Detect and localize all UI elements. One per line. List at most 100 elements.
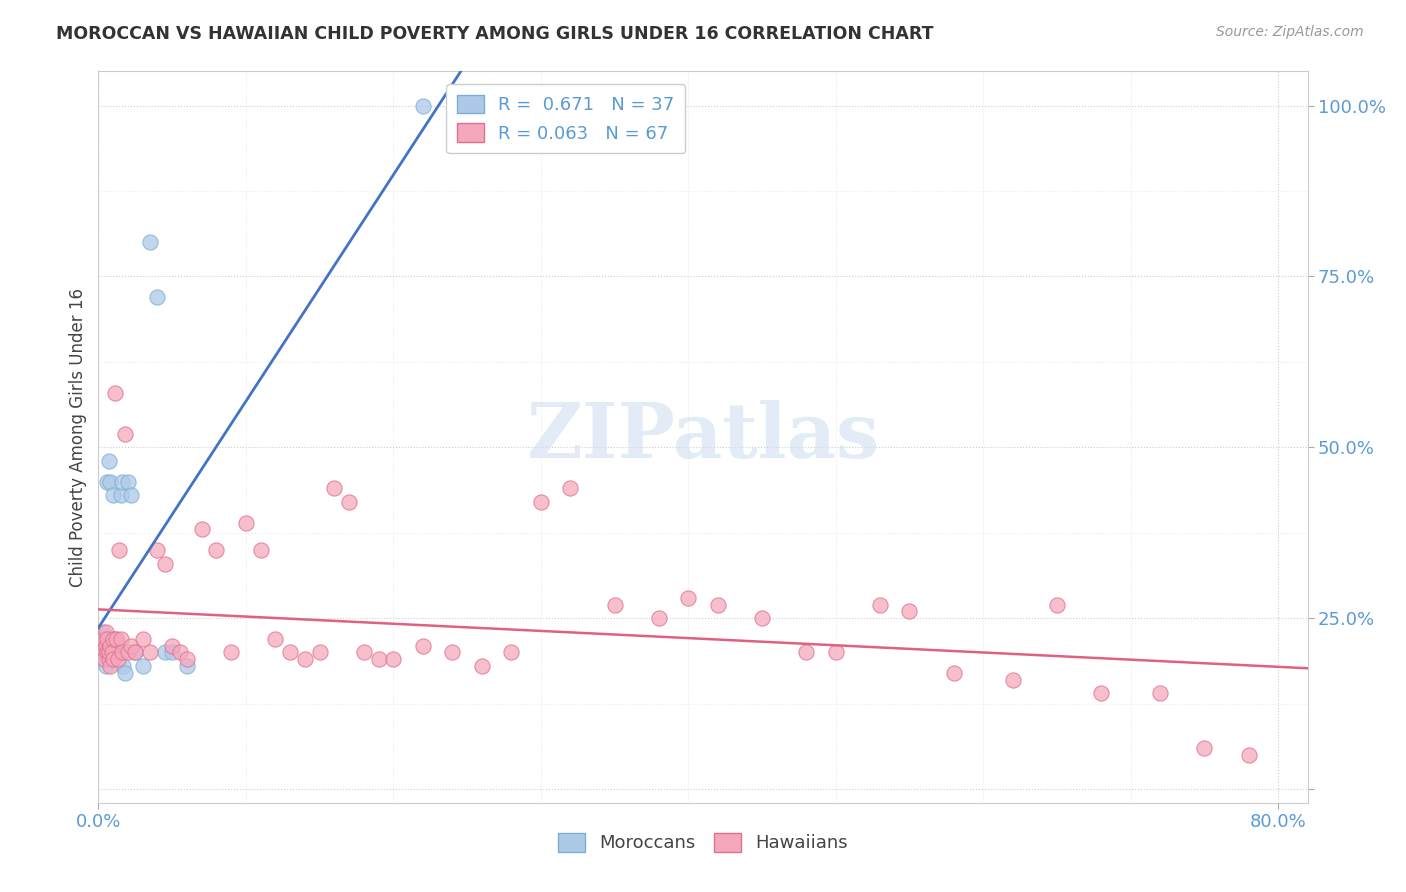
Point [96,632,118,646]
Point [146,542,169,557]
Point [190,522,212,536]
Point [90,645,112,659]
Text: ZIPatlas: ZIPatlas [526,401,880,474]
Point [278,645,301,659]
Point [90,632,112,646]
Point [104,385,127,400]
Point [169,645,191,659]
Point [96,645,118,659]
Legend: Moroccans, Hawaiians: Moroccans, Hawaiians [551,826,855,860]
Point [100,652,122,666]
Point [107,652,129,666]
Point [898,604,921,618]
Point [96,645,118,659]
Point [337,495,360,509]
Point [131,632,153,646]
Point [120,488,142,502]
Point [110,488,132,502]
Point [93,639,115,653]
Point [560,481,582,495]
Point [97,645,120,659]
Point [112,659,135,673]
Point [441,645,464,659]
Point [117,475,139,489]
Point [530,495,553,509]
Point [153,557,176,571]
Point [98,475,121,489]
Point [131,659,153,673]
Point [101,632,124,646]
Point [367,652,389,666]
Point [101,652,124,666]
Point [706,598,728,612]
Point [97,645,120,659]
Point [94,659,117,673]
Point [412,639,434,653]
Point [120,639,142,653]
Point [105,632,128,646]
Point [101,488,124,502]
Point [160,645,183,659]
Point [98,659,121,673]
Point [97,454,120,468]
Point [98,632,121,646]
Point [160,639,183,653]
Point [101,639,124,653]
Point [1090,686,1112,700]
Point [94,624,117,639]
Point [114,665,136,680]
Point [751,611,773,625]
Point [1194,741,1216,756]
Point [294,652,316,666]
Point [139,645,162,659]
Point [124,645,146,659]
Point [100,645,122,659]
Point [94,639,117,653]
Point [139,235,162,250]
Point [108,542,131,557]
Point [97,652,120,666]
Y-axis label: Child Poverty Among Girls Under 16: Child Poverty Among Girls Under 16 [69,287,87,587]
Point [96,475,118,489]
Point [176,652,198,666]
Point [942,665,965,680]
Point [678,591,700,605]
Point [91,624,114,639]
Point [104,645,127,659]
Point [105,632,128,646]
Point [176,659,198,673]
Point [412,98,434,112]
Point [124,645,146,659]
Point [117,645,139,659]
Text: Source: ZipAtlas.com: Source: ZipAtlas.com [1216,25,1364,39]
Point [1046,598,1069,612]
Point [308,645,330,659]
Point [471,659,494,673]
Point [501,645,523,659]
Point [91,632,114,646]
Text: MOROCCAN VS HAWAIIAN CHILD POVERTY AMONG GIRLS UNDER 16 CORRELATION CHART: MOROCCAN VS HAWAIIAN CHILD POVERTY AMONG… [56,25,934,43]
Point [205,542,228,557]
Point [249,542,271,557]
Point [93,652,115,666]
Point [111,645,134,659]
Point [264,632,287,646]
Point [91,645,114,659]
Point [1001,673,1024,687]
Point [96,632,118,646]
Point [93,652,115,666]
Point [353,645,375,659]
Point [111,475,134,489]
Point [323,481,346,495]
Point [603,598,626,612]
Point [235,516,257,530]
Point [108,645,131,659]
Point [110,632,132,646]
Point [94,632,117,646]
Point [153,645,176,659]
Point [94,645,117,659]
Point [648,611,671,625]
Point [114,426,136,441]
Point [107,639,129,653]
Point [794,645,817,659]
